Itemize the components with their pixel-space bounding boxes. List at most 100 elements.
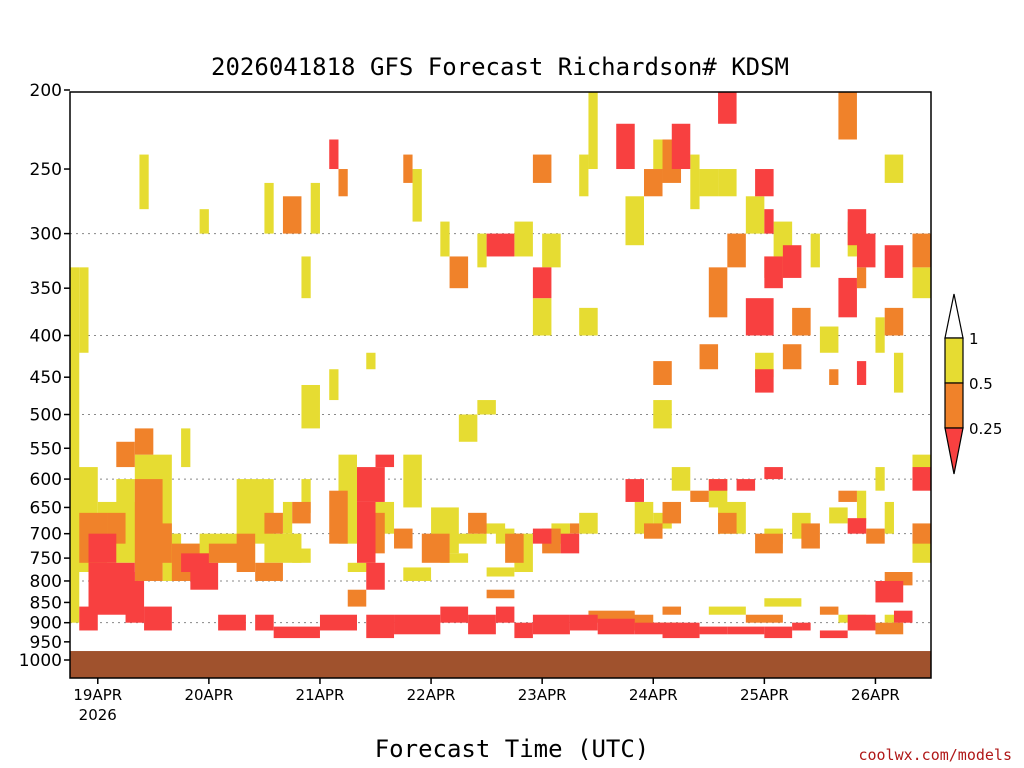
x-tick-label: 22APR bbox=[407, 686, 456, 704]
ri-cell bbox=[745, 614, 783, 623]
ri-cell bbox=[755, 169, 774, 197]
ri-cell bbox=[653, 400, 672, 429]
x-tick-label: 23APR bbox=[518, 686, 567, 704]
ri-cell bbox=[79, 606, 98, 631]
ri-cell bbox=[708, 267, 728, 318]
legend-arrow-top bbox=[944, 293, 964, 339]
ri-cell bbox=[912, 267, 931, 299]
ri-cell bbox=[569, 523, 580, 534]
ri-cell bbox=[856, 361, 867, 385]
ri-cell bbox=[856, 233, 876, 268]
y-tick-label: 350 bbox=[30, 279, 62, 299]
ri-cell bbox=[264, 182, 274, 234]
ri-cell bbox=[255, 562, 283, 581]
ri-cell bbox=[662, 622, 700, 639]
ri-cell bbox=[468, 614, 496, 635]
ri-cell bbox=[727, 233, 746, 268]
ri-cell bbox=[273, 626, 320, 639]
ri-cell bbox=[477, 233, 487, 268]
y-axis: 200 250 300 350 400 450 500 550 600 650 700 750 8008… bbox=[19, 81, 70, 671]
ri-cell bbox=[357, 501, 376, 563]
ri-cell bbox=[486, 567, 515, 577]
ri-cell bbox=[440, 221, 450, 257]
ri-cell bbox=[764, 467, 783, 480]
x-axis: 19APR 2026 20APR 21APR 22APR 23APR 24APR 25APR 2… bbox=[73, 678, 900, 724]
y-tick-label: 1000 bbox=[19, 651, 62, 671]
ri-cell bbox=[449, 256, 469, 289]
ri-cell bbox=[542, 233, 561, 268]
ri-cell bbox=[866, 528, 885, 544]
x-axis-label: Forecast Time (UTC) bbox=[375, 735, 650, 763]
ri-cell bbox=[662, 501, 682, 524]
ri-cell bbox=[792, 622, 811, 631]
ri-cell bbox=[893, 610, 913, 623]
ri-cell bbox=[181, 428, 191, 468]
ri-cell bbox=[329, 139, 339, 170]
ri-cell bbox=[329, 490, 348, 544]
ri-cell bbox=[495, 606, 515, 623]
ri-cell bbox=[625, 479, 644, 502]
legend-label: 0.25 bbox=[969, 420, 1002, 438]
ri-cell bbox=[819, 606, 839, 615]
ri-cell bbox=[764, 598, 802, 607]
ri-cell bbox=[912, 233, 931, 268]
ri-cell bbox=[394, 528, 413, 549]
ri-cell bbox=[884, 501, 894, 534]
ri-cell bbox=[745, 298, 774, 336]
ri-cell bbox=[264, 512, 283, 534]
ri-cell bbox=[625, 196, 644, 246]
ri-cell bbox=[190, 562, 219, 590]
ri-cell bbox=[458, 414, 478, 442]
ri-cell bbox=[718, 92, 737, 124]
ri-cell bbox=[347, 562, 376, 573]
ri-cell bbox=[569, 614, 598, 631]
ri-cell bbox=[486, 233, 515, 257]
ri-cell bbox=[440, 606, 469, 623]
ri-cell bbox=[403, 567, 432, 581]
ri-cell bbox=[856, 267, 867, 289]
ri-cell bbox=[708, 479, 728, 491]
ri-cell bbox=[282, 501, 293, 534]
ri-cell bbox=[884, 307, 904, 336]
ri-cell bbox=[366, 562, 385, 590]
ri-cell bbox=[912, 467, 931, 491]
ground-band bbox=[70, 651, 931, 678]
ri-cell bbox=[282, 196, 302, 234]
ri-cell bbox=[838, 490, 857, 502]
ri-cell bbox=[116, 441, 135, 468]
legend-band bbox=[944, 337, 964, 384]
x-tick-label: 21APR bbox=[296, 686, 345, 704]
ri-cell bbox=[838, 277, 857, 318]
y-tick-label: 250 bbox=[30, 160, 62, 180]
y-tick-label: 600 bbox=[30, 470, 62, 490]
y-tick-label: 300 bbox=[30, 225, 62, 245]
ri-cell bbox=[690, 154, 700, 210]
ri-cell bbox=[329, 369, 339, 401]
ri-cell bbox=[412, 169, 422, 222]
plot-area bbox=[70, 92, 931, 678]
ri-cell bbox=[755, 533, 783, 554]
ri-cell bbox=[301, 479, 311, 513]
ri-cell bbox=[782, 245, 802, 278]
ri-cell bbox=[70, 267, 80, 623]
cells-layer bbox=[70, 92, 931, 639]
ri-cell bbox=[139, 154, 149, 210]
ri-cell bbox=[579, 154, 589, 197]
y-tick-label: 700 bbox=[30, 525, 62, 545]
ri-cell bbox=[514, 622, 533, 639]
ri-cell bbox=[449, 533, 487, 544]
ri-cell bbox=[560, 533, 580, 554]
ri-cell bbox=[644, 523, 663, 539]
x-tick-label: 24APR bbox=[629, 686, 678, 704]
ri-cell bbox=[403, 154, 413, 183]
ri-cell bbox=[829, 369, 839, 385]
ri-cell bbox=[440, 553, 469, 563]
ri-cell bbox=[292, 501, 311, 524]
ri-cell bbox=[718, 512, 737, 534]
ri-cell bbox=[662, 606, 682, 615]
ri-cell bbox=[514, 221, 533, 257]
ri-cell bbox=[875, 317, 885, 353]
ri-cell bbox=[366, 614, 395, 639]
ri-cell bbox=[532, 298, 552, 336]
ri-cell bbox=[671, 123, 691, 170]
